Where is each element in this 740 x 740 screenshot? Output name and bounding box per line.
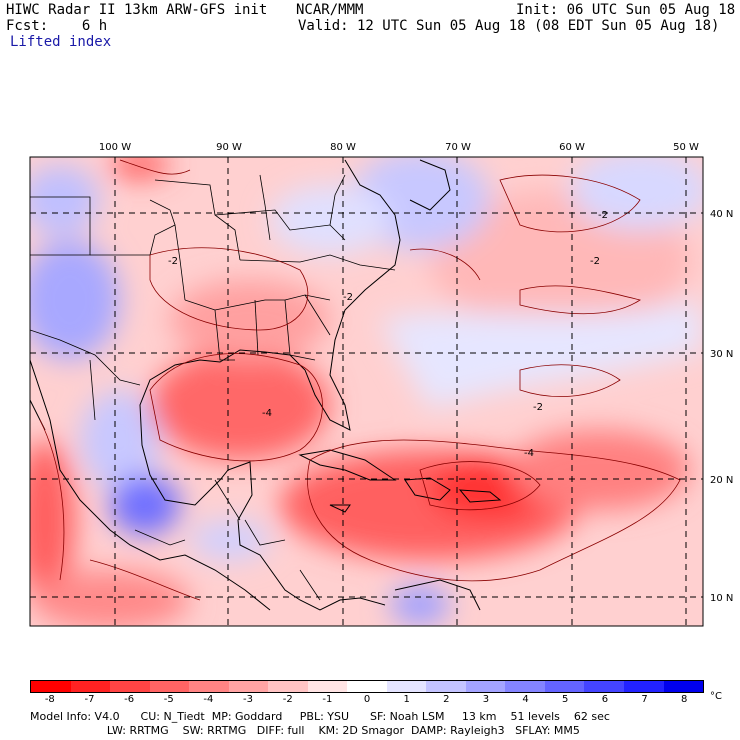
colorbar-swatch [189, 681, 229, 692]
colorbar-swatch [268, 681, 308, 692]
colorbar-tick-label: -6 [124, 694, 135, 705]
model-info-line2: LW: RRTMG SW: RRTMG DIFF: full KM: 2D Sm… [30, 724, 580, 737]
colorbar-swatch [31, 681, 71, 692]
colorbar-tick-label: 5 [562, 694, 569, 705]
weather-map: -2 -4 -2 -2 -2 -2 -4 100 W 90 W 80 W 70 … [29, 142, 733, 627]
lon-label: 90 W [216, 142, 242, 153]
init-time: Init: 06 UTC Sun 05 Aug 18 [516, 2, 736, 18]
colorbar-swatch [228, 681, 269, 692]
colorbar-swatch [584, 681, 624, 692]
contour-labels: -2 -4 -2 -2 -2 -2 -4 [168, 210, 608, 459]
colorbar-tick-label: 0 [363, 694, 371, 705]
organization: NCAR/MMM [296, 2, 364, 18]
lon-label: 50 W [673, 142, 699, 153]
colorbar-tick-label: -7 [84, 694, 95, 705]
contour-label: -2 [590, 256, 600, 267]
contour-label: -4 [524, 448, 534, 459]
colorbar-tick-label: -2 [282, 694, 293, 705]
contour-label: -2 [533, 402, 543, 413]
colorbar-tick-label: 8 [680, 694, 688, 705]
lat-label: 10 N [710, 593, 733, 604]
lon-label: 70 W [445, 142, 471, 153]
lon-label: 100 W [99, 142, 131, 153]
lat-label: 40 N [710, 209, 733, 220]
colorbar-swatch [465, 681, 506, 692]
colorbar-swatch [623, 681, 664, 692]
lat-label: 20 N [710, 475, 733, 486]
colorbar-tick-label: 7 [641, 694, 648, 705]
colorbar-unit: °C [710, 691, 722, 702]
colorbar-tick-label: -1 [322, 694, 333, 705]
model-title: HIWC Radar II 13km ARW-GFS init [6, 2, 268, 18]
contour-label: -2 [168, 256, 178, 267]
colorbar-tick-label: -8 [44, 694, 55, 705]
contour-label: -4 [262, 408, 272, 419]
colorbar-tick-label: 6 [601, 694, 609, 705]
field-name: Lifted index [10, 34, 112, 50]
colorbar [30, 680, 704, 693]
colorbar-tick-label: 3 [482, 694, 490, 705]
lifted-index-field: -2 -4 -2 -2 -2 -2 -4 [30, 157, 703, 626]
forecast-hour: Fcst: 6 h [6, 18, 108, 34]
colorbar-swatch [505, 681, 545, 692]
colorbar-ticks: -8 -7 -6 -5 -4 -3 -2 -1 0 1 2 3 4 5 6 7 8 °C [0, 691, 740, 708]
colorbar-swatch [149, 681, 190, 692]
lon-label: 60 W [559, 142, 585, 153]
colorbar-swatch [307, 681, 348, 692]
contour-label: -2 [598, 210, 608, 221]
contour-label: -2 [343, 292, 353, 303]
colorbar-tick-label: -5 [163, 694, 174, 705]
colorbar-tick-label: 4 [522, 694, 529, 705]
colorbar-tick-label: -3 [243, 694, 254, 705]
lon-label: 80 W [330, 142, 356, 153]
colorbar-swatch [110, 681, 150, 692]
colorbar-swatch [386, 681, 427, 692]
colorbar-swatch [426, 681, 466, 692]
colorbar-tick-label: -4 [203, 694, 214, 705]
model-info-line1: Model Info: V4.0 CU: N_Tiedt MP: Goddard… [30, 710, 610, 723]
valid-time: Valid: 12 UTC Sun 05 Aug 18 (08 EDT Sun … [298, 18, 720, 34]
colorbar-tick-label: 1 [403, 694, 410, 705]
colorbar-swatch [544, 681, 585, 692]
colorbar-swatch [663, 681, 704, 692]
colorbar-swatch [70, 681, 111, 692]
colorbar-tick-label: 2 [443, 694, 450, 705]
colorbar-swatch [347, 681, 387, 692]
lat-label: 30 N [710, 349, 733, 360]
